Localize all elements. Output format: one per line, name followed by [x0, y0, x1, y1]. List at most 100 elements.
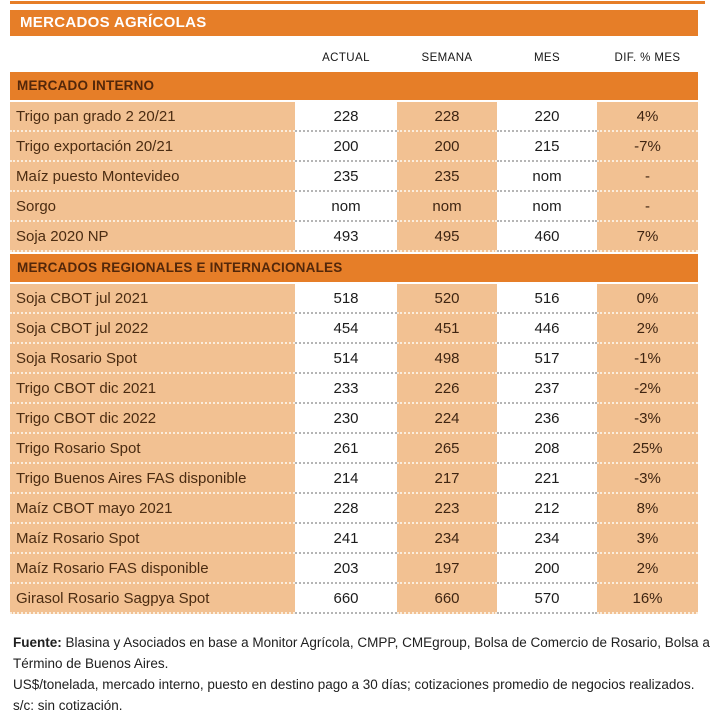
cell-dif-pct-mes: -7%: [597, 132, 698, 162]
table-row: Maíz puesto Montevideo 235 235 nom -: [10, 162, 698, 192]
cell-actual: 454: [295, 314, 397, 344]
cell-actual: 518: [295, 284, 397, 314]
cell-semana: 660: [397, 584, 497, 614]
table-row: Soja Rosario Spot 514 498 517 -1%: [10, 344, 698, 374]
cell-semana: 498: [397, 344, 497, 374]
cell-mes: 517: [497, 344, 597, 374]
cell-semana: 226: [397, 374, 497, 404]
row-label: Soja CBOT jul 2021: [10, 284, 295, 314]
cell-semana: 495: [397, 222, 497, 252]
cell-actual: 228: [295, 494, 397, 524]
cell-dif-pct-mes: 8%: [597, 494, 698, 524]
cell-mes: 234: [497, 524, 597, 554]
cell-semana: 228: [397, 102, 497, 132]
cell-dif-pct-mes: 2%: [597, 554, 698, 584]
cell-semana: nom: [397, 192, 497, 222]
cell-mes: 220: [497, 102, 597, 132]
cell-dif-pct-mes: -: [597, 192, 698, 222]
table-row: Girasol Rosario Sagpya Spot 660 660 570 16%: [10, 584, 698, 614]
cell-dif-pct-mes: 3%: [597, 524, 698, 554]
source-label: Fuente:: [13, 635, 62, 650]
row-label: Trigo Buenos Aires FAS disponible: [10, 464, 295, 494]
cell-mes: 212: [497, 494, 597, 524]
row-label: Trigo CBOT dic 2021: [10, 374, 295, 404]
cell-actual: 241: [295, 524, 397, 554]
cell-dif-pct-mes: -3%: [597, 464, 698, 494]
row-label: Trigo CBOT dic 2022: [10, 404, 295, 434]
row-label: Trigo pan grado 2 20/21: [10, 102, 295, 132]
table-body: MERCADO INTERNO Trigo pan grado 2 20/21 22…: [10, 72, 698, 614]
cell-actual: 214: [295, 464, 397, 494]
footer-note-1: US$/tonelada, mercado interno, puesto en…: [13, 677, 695, 692]
cell-dif-pct-mes: 7%: [597, 222, 698, 252]
column-header-dif-pct-mes: DIF. % MES: [614, 52, 681, 64]
table-row: Soja CBOT jul 2021 518 520 516 0%: [10, 284, 698, 314]
market-table: MERCADOS AGRÍCOLAS ACTUAL SEMANA MES DIF…: [10, 10, 710, 716]
cell-semana: 217: [397, 464, 497, 494]
section-header: MERCADOS REGIONALES E INTERNACIONALES: [10, 254, 698, 282]
column-header-mes: MES: [533, 52, 561, 64]
cell-dif-pct-mes: 0%: [597, 284, 698, 314]
cell-actual: nom: [295, 192, 397, 222]
table-row: Trigo CBOT dic 2022 230 224 236 -3%: [10, 404, 698, 434]
cell-semana: 223: [397, 494, 497, 524]
cell-mes: 221: [497, 464, 597, 494]
source-line: Fuente: Blasina y Asociados en base a Mo…: [13, 632, 710, 674]
table-row: Trigo CBOT dic 2021 233 226 237 -2%: [10, 374, 698, 404]
cell-dif-pct-mes: 16%: [597, 584, 698, 614]
cell-mes: 516: [497, 284, 597, 314]
table-row: Trigo exportación 20/21 200 200 215 -7%: [10, 132, 698, 162]
cell-dif-pct-mes: -1%: [597, 344, 698, 374]
cell-mes: 460: [497, 222, 597, 252]
cell-semana: 265: [397, 434, 497, 464]
table-row: Maíz Rosario FAS disponible 203 197 200 2%: [10, 554, 698, 584]
cell-semana: 451: [397, 314, 497, 344]
cell-semana: 224: [397, 404, 497, 434]
table-row: Trigo Buenos Aires FAS disponible 214 217 2…: [10, 464, 698, 494]
table-row: Trigo Rosario Spot 261 265 208 25%: [10, 434, 698, 464]
row-label: Maíz Rosario Spot: [10, 524, 295, 554]
section-header: MERCADO INTERNO: [10, 72, 698, 100]
cell-mes: nom: [497, 192, 597, 222]
page-title: MERCADOS AGRÍCOLAS: [10, 10, 698, 36]
footer-note-2: s/c: sin cotización.: [13, 698, 123, 713]
cell-actual: 514: [295, 344, 397, 374]
table-row: Trigo pan grado 2 20/21 228 228 220 4%: [10, 102, 698, 132]
cell-dif-pct-mes: 4%: [597, 102, 698, 132]
row-label: Soja Rosario Spot: [10, 344, 295, 374]
column-header-row: ACTUAL SEMANA MES DIF. % MES: [10, 36, 698, 70]
cell-mes: 208: [497, 434, 597, 464]
row-label: Soja CBOT jul 2022: [10, 314, 295, 344]
cell-actual: 261: [295, 434, 397, 464]
cell-mes: nom: [497, 162, 597, 192]
row-label: Trigo Rosario Spot: [10, 434, 295, 464]
cell-dif-pct-mes: 2%: [597, 314, 698, 344]
cell-actual: 233: [295, 374, 397, 404]
row-label: Girasol Rosario Sagpya Spot: [10, 584, 295, 614]
table-row: Maíz Rosario Spot 241 234 234 3%: [10, 524, 698, 554]
row-label: Maíz CBOT mayo 2021: [10, 494, 295, 524]
cell-semana: 200: [397, 132, 497, 162]
row-label: Maíz Rosario FAS disponible: [10, 554, 295, 584]
cell-dif-pct-mes: -2%: [597, 374, 698, 404]
cell-dif-pct-mes: 25%: [597, 434, 698, 464]
cell-dif-pct-mes: -3%: [597, 404, 698, 434]
cell-actual: 235: [295, 162, 397, 192]
row-label: Maíz puesto Montevideo: [10, 162, 295, 192]
cell-mes: 236: [497, 404, 597, 434]
cell-actual: 660: [295, 584, 397, 614]
cell-actual: 493: [295, 222, 397, 252]
cell-actual: 203: [295, 554, 397, 584]
table-row: Soja CBOT jul 2022 454 451 446 2%: [10, 314, 698, 344]
cell-semana: 235: [397, 162, 497, 192]
column-header-semana: SEMANA: [421, 52, 473, 64]
table-row: Maíz CBOT mayo 2021 228 223 212 8%: [10, 494, 698, 524]
row-label: Soja 2020 NP: [10, 222, 295, 252]
cell-semana: 520: [397, 284, 497, 314]
row-label: Sorgo: [10, 192, 295, 222]
cell-semana: 197: [397, 554, 497, 584]
column-header-actual: ACTUAL: [322, 52, 370, 64]
source-text: Blasina y Asociados en base a Monitor Ag…: [13, 635, 710, 671]
table-row: Soja 2020 NP 493 495 460 7%: [10, 222, 698, 252]
cell-actual: 228: [295, 102, 397, 132]
